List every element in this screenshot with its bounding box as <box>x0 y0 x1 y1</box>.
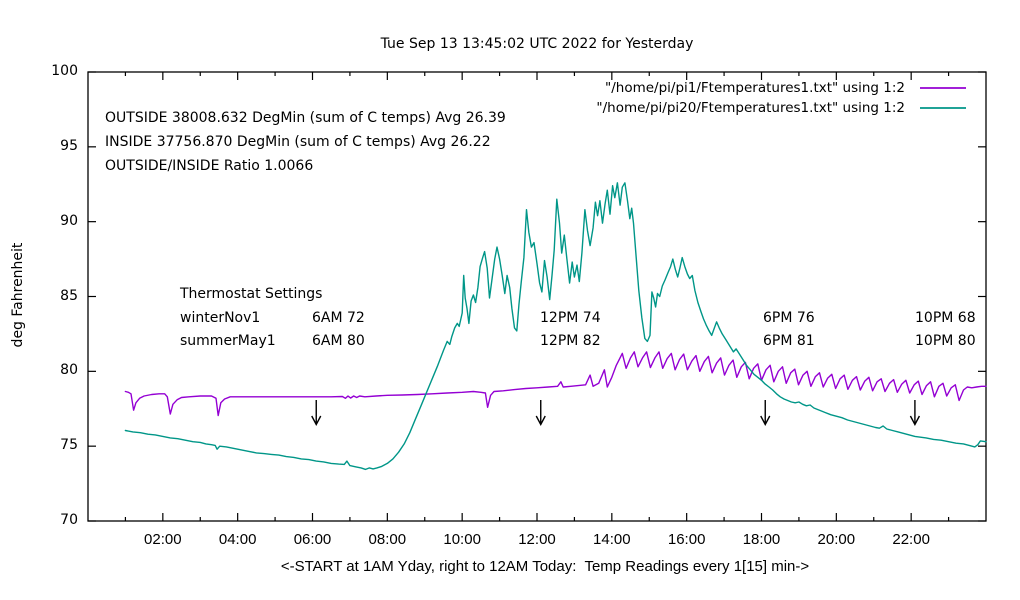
chart-title: Tue Sep 13 13:45:02 UTC 2022 for Yesterd… <box>380 36 694 52</box>
y-tick-label: 75 <box>60 437 78 454</box>
y-axis-label: deg Fahrenheit <box>10 242 26 348</box>
x-tick-label: 04:00 <box>218 531 257 548</box>
arrowhead-icon <box>760 415 771 426</box>
series-line <box>124 351 987 417</box>
thermostat-cell: summerMay1 <box>180 333 276 349</box>
y-tick-label: 70 <box>60 512 78 528</box>
x-tick-label: 16:00 <box>667 531 706 548</box>
y-tick-label: 85 <box>60 287 78 304</box>
x-tick-label: 22:00 <box>892 531 930 548</box>
x-tick-label: 06:00 <box>293 531 332 548</box>
y-tick-label: 100 <box>51 63 78 79</box>
legend-label-pi20: "/home/pi/pi20/Ftemperatures1.txt" using… <box>596 100 905 116</box>
thermostat-settings-heading: Thermostat Settings <box>180 286 323 302</box>
x-tick-label: 18:00 <box>742 531 781 548</box>
thermostat-cell: 12PM 82 <box>540 333 601 349</box>
thermostat-cell: winterNov1 <box>180 310 261 326</box>
arrowhead-icon <box>909 415 921 426</box>
x-tick-label: 20:00 <box>817 531 856 548</box>
thermostat-cell: 6PM 81 <box>763 333 815 349</box>
x-tick-label: 14:00 <box>593 531 631 548</box>
legend-label-pi1: "/home/pi/pi1/Ftemperatures1.txt" using … <box>605 80 905 96</box>
x-tick-label: 10:00 <box>443 531 481 548</box>
arrowhead-icon <box>535 415 546 426</box>
x-tick-label: 08:00 <box>368 531 407 548</box>
x-tick-label: 02:00 <box>144 531 182 548</box>
thermostat-cell: 12PM 74 <box>540 310 601 326</box>
x-axis-label: <-START at 1AM Yday, right to 12AM Today… <box>280 558 810 575</box>
stats-outside-degmin: OUTSIDE 38008.632 DegMin (sum of C temps… <box>105 110 506 126</box>
thermostat-cell: 6AM 80 <box>312 333 365 349</box>
x-tick-label: 12:00 <box>518 531 556 548</box>
arrowhead-icon <box>311 415 322 426</box>
y-tick-label: 95 <box>60 137 78 154</box>
thermostat-cell: 10PM 68 <box>915 310 976 326</box>
thermostat-cell: 10PM 80 <box>915 333 976 349</box>
stats-ratio: OUTSIDE/INSIDE Ratio 1.0066 <box>105 158 314 174</box>
thermostat-cell: 6AM 72 <box>312 310 365 326</box>
y-tick-label: 90 <box>60 212 78 229</box>
thermostat-cell: 6PM 76 <box>763 310 815 326</box>
stats-inside-degmin: INSIDE 37756.870 DegMin (sum of C temps)… <box>105 134 491 150</box>
y-tick-label: 80 <box>60 362 78 379</box>
series-line <box>124 182 987 471</box>
